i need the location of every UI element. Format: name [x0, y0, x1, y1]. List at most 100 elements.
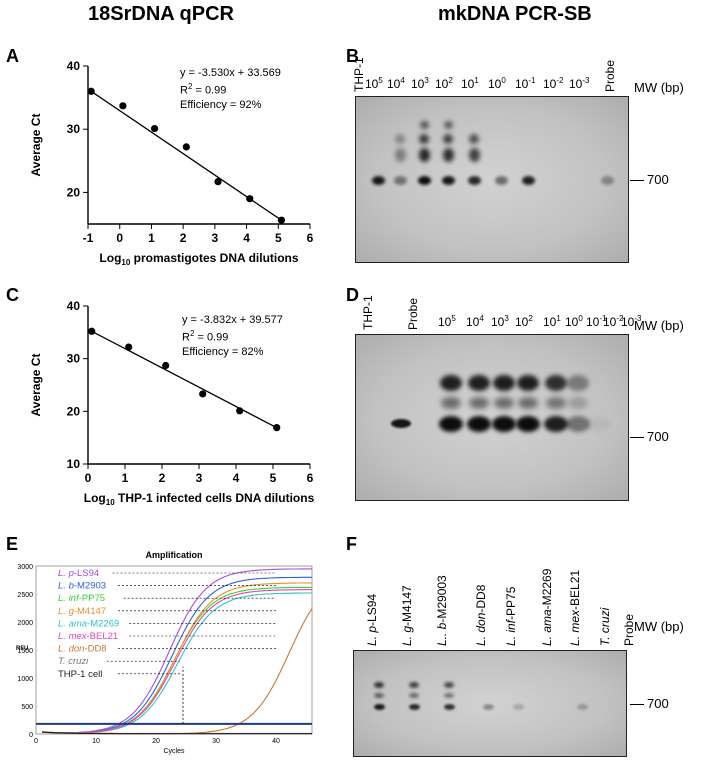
gel-background [354, 651, 626, 756]
gel-band [516, 416, 540, 432]
chart-e-legend-entry: L. p-LS94 [58, 568, 99, 579]
chart-e-y-tick-label: 1500 [17, 648, 33, 655]
gel-b-lane-label: 102 [435, 76, 453, 91]
chart-a-x-tick-label: 6 [307, 231, 314, 245]
gel-band [482, 704, 494, 710]
chart-e-y-tick-label: 2000 [17, 620, 33, 627]
gel-f-lane-label: L. ama-M2269 [540, 568, 554, 646]
gel-band [419, 121, 429, 129]
gel-band [441, 175, 455, 185]
chart-c-y-tick-label: 40 [67, 299, 81, 313]
chart-e-x-tick-label: 30 [212, 738, 220, 745]
chart-a-efficiency: Efficiency = 92% [180, 98, 262, 111]
gel-f-lane-label: L. p-LS94 [365, 593, 379, 646]
gel-d-lane-label: 10-2 [603, 314, 624, 329]
chart-a-y-tick-label: 20 [67, 185, 81, 199]
gel-band [521, 175, 535, 185]
gel-band [409, 692, 419, 698]
chart-a-point [246, 195, 254, 203]
gel-band [494, 397, 514, 409]
panel-label-c: C [6, 285, 19, 305]
chart-e-legend-entry: L. mex-BEL21 [58, 631, 118, 642]
chart-c-x-tick-label: 0 [85, 471, 92, 485]
gel-band [544, 416, 568, 432]
gel-f-lane-label: T. cruzi [598, 607, 612, 646]
chart-a-point [214, 178, 222, 186]
gel-b-marker: 700 [630, 172, 669, 187]
gel-band [393, 175, 407, 185]
gel-d-lane-label: Probe [406, 297, 420, 330]
gel-d-marker: 700 [630, 429, 669, 444]
panel-label-b: B [346, 46, 359, 66]
panel-label-a: A [6, 46, 19, 66]
gel-band [512, 704, 524, 710]
gel-band [443, 134, 453, 144]
gel-b-lane-label: 104 [387, 76, 405, 91]
gel-b-lane-label: 10-3 [569, 76, 590, 91]
gel-band [567, 375, 589, 391]
chart-a-x-tick-label: 4 [243, 231, 250, 245]
chart-e-legend-entry: THP-1 cell [58, 669, 102, 680]
chart-e-y-tick-label: 2500 [17, 592, 33, 599]
header-left: 18SrDNA qPCR [88, 3, 234, 25]
gel-band [439, 416, 463, 432]
gel-band [587, 416, 611, 432]
chart-e-title: Amplification [145, 550, 202, 560]
gel-band [545, 375, 567, 391]
gel-b [355, 96, 629, 263]
gel-d-lane-label: 102 [515, 314, 533, 329]
gel-d [355, 334, 629, 501]
chart-c-y-tick-label: 20 [67, 404, 81, 418]
chart-c-x-tick-label: 4 [233, 471, 240, 485]
header-right: mkDNA PCR-SB [438, 3, 592, 25]
chart-c-point [162, 361, 170, 370]
gel-band [418, 148, 430, 162]
gel-f-lane-label: L. inf-PP75 [504, 586, 518, 646]
gel-band [468, 375, 490, 391]
chart-e-xlabel: Cycles [163, 748, 185, 755]
gel-band [374, 692, 384, 698]
chart-a-y-tick-label: 40 [67, 59, 81, 73]
gel-band [492, 416, 516, 432]
chart-c-r2: R2 = 0.99 [182, 329, 229, 344]
chart-a-equation: y = -3.530x + 33.569 [180, 67, 281, 79]
gel-f-lane-label: L. g-M4147 [400, 585, 414, 646]
chart-e-x-tick-label: 0 [34, 738, 38, 745]
gel-d-marker-value: 700 [647, 429, 669, 444]
gel-band [374, 682, 384, 688]
gel-band [518, 397, 538, 409]
chart-c-y-tick-label: 10 [67, 457, 81, 471]
gel-band [493, 375, 515, 391]
gel-f-marker-value: 700 [647, 696, 669, 711]
chart-c-x-tick-label: 3 [196, 471, 203, 485]
chart-a-point [119, 102, 127, 110]
panel-label-d: D [346, 285, 359, 305]
gel-band [443, 121, 453, 129]
chart-a-x-tick-label: 3 [212, 231, 219, 245]
panel-label-f: F [346, 534, 357, 554]
chart-c-efficiency: Efficiency = 82% [182, 345, 264, 358]
gel-b-mw-label: MW (bp) [634, 80, 684, 95]
chart-c-point [273, 424, 281, 432]
gel-b-lane-label: 103 [411, 76, 429, 91]
chart-a-x-tick-label: -1 [83, 231, 94, 245]
gel-b-marker-value: 700 [647, 172, 669, 187]
chart-e-y-tick-label: 3000 [17, 564, 33, 571]
gel-d-lane-label: 100 [565, 314, 583, 329]
gel-d-lane-label: 105 [438, 314, 456, 329]
chart-e: Amplification 0 500 1000 1500 2000 2500 3000 0 10… [16, 550, 313, 755]
gel-band [546, 397, 566, 409]
gel-band [373, 704, 385, 710]
gel-f-lane-label: L.. b-M29003 [435, 575, 449, 646]
gel-b-lane-label: 10-1 [515, 76, 536, 91]
chart-c-point [125, 343, 133, 351]
chart-c-x-tick-label: 5 [270, 471, 277, 485]
chart-e-x-tick-label: 10 [92, 738, 100, 745]
gel-band [468, 148, 480, 162]
gel-band [395, 134, 405, 144]
gel-d-mw-label: MW (bp) [634, 318, 684, 333]
gel-band [568, 397, 588, 409]
gel-f-mw-label: MW (bp) [634, 619, 684, 634]
chart-a-x-tick-label: 2 [180, 231, 187, 245]
chart-c-xlabel: Log10 THP-1 infected cells DNA dilutions [84, 491, 315, 507]
